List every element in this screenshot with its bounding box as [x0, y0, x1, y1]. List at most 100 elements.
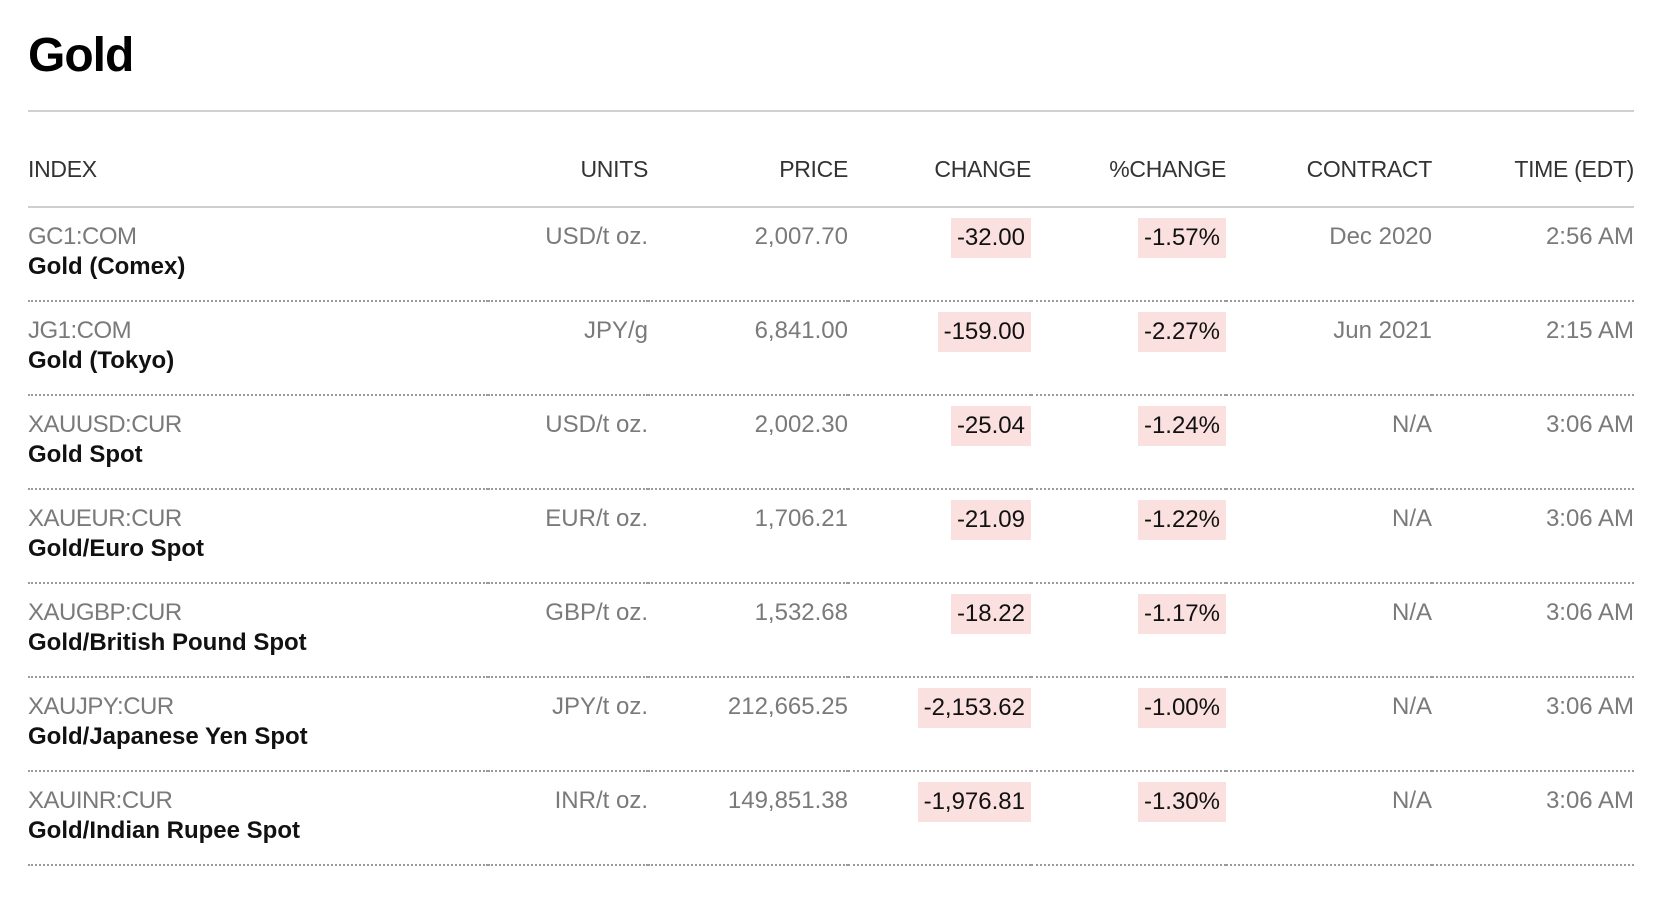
title-divider [28, 110, 1634, 112]
table-row[interactable]: JG1:COM Gold (Tokyo) JPY/g 6,841.00 -159… [28, 301, 1634, 396]
ticker-symbol[interactable]: XAUEUR:CUR [28, 505, 182, 532]
change-value: -2,153.62 [917, 688, 1031, 728]
column-header-price[interactable]: PRICE [648, 140, 848, 208]
price-cell: 6,841.00 [648, 301, 848, 396]
units-cell: GBP/t oz. [488, 583, 648, 678]
contract-cell: N/A [1226, 489, 1432, 584]
price-value: 6,841.00 [754, 317, 848, 344]
security-name[interactable]: Gold/British Pound Spot [28, 629, 307, 656]
change-value: -159.00 [937, 312, 1031, 352]
pct-change-value: -1.00% [1137, 688, 1226, 728]
index-cell[interactable]: XAUUSD:CUR Gold Spot [28, 395, 488, 490]
column-header-units[interactable]: UNITS [488, 140, 648, 208]
security-name[interactable]: Gold/Indian Rupee Spot [28, 817, 300, 844]
change-value: -1,976.81 [917, 782, 1031, 822]
price-cell: 149,851.38 [648, 771, 848, 866]
contract-cell: N/A [1226, 583, 1432, 678]
time-cell: 3:06 AM [1432, 677, 1634, 772]
price-value: 212,665.25 [727, 693, 848, 720]
table-row[interactable]: XAUINR:CUR Gold/Indian Rupee Spot INR/t … [28, 771, 1634, 866]
price-value: 2,002.30 [754, 411, 848, 438]
contract-cell: Dec 2020 [1226, 207, 1432, 302]
page-title: Gold [28, 29, 134, 82]
time-value: 3:06 AM [1545, 505, 1634, 532]
ticker-symbol[interactable]: XAUUSD:CUR [28, 411, 182, 438]
price-value: 1,706.21 [754, 505, 848, 532]
index-cell[interactable]: GC1:COM Gold (Comex) [28, 207, 488, 302]
change-cell: -25.04 [848, 395, 1031, 490]
index-cell[interactable]: XAUINR:CUR Gold/Indian Rupee Spot [28, 771, 488, 866]
units-cell: EUR/t oz. [488, 489, 648, 584]
security-name[interactable]: Gold/Japanese Yen Spot [28, 723, 308, 750]
security-name[interactable]: Gold/Euro Spot [28, 535, 204, 562]
units-value: JPY/t oz. [551, 693, 648, 720]
pct-change-cell: -1.30% [1031, 771, 1226, 866]
change-cell: -2,153.62 [848, 677, 1031, 772]
units-cell: INR/t oz. [488, 771, 648, 866]
gold-index-table: INDEX UNITS PRICE CHANGE %CHANGE CONTRAC… [28, 140, 1634, 866]
security-name[interactable]: Gold Spot [28, 441, 143, 468]
units-value: GBP/t oz. [545, 599, 648, 626]
change-cell: -18.22 [848, 583, 1031, 678]
time-value: 3:06 AM [1545, 787, 1634, 814]
price-cell: 1,532.68 [648, 583, 848, 678]
price-cell: 212,665.25 [648, 677, 848, 772]
time-cell: 3:06 AM [1432, 489, 1634, 584]
units-value: USD/t oz. [545, 223, 648, 250]
time-cell: 3:06 AM [1432, 771, 1634, 866]
ticker-symbol[interactable]: JG1:COM [28, 317, 132, 344]
ticker-symbol[interactable]: XAUINR:CUR [28, 787, 173, 814]
units-value: EUR/t oz. [545, 505, 648, 532]
column-header-change[interactable]: CHANGE [848, 140, 1031, 208]
column-header-pct-change[interactable]: %CHANGE [1031, 140, 1226, 208]
ticker-symbol[interactable]: XAUJPY:CUR [28, 693, 174, 720]
contract-cell: N/A [1226, 677, 1432, 772]
table-row[interactable]: XAUGBP:CUR Gold/British Pound Spot GBP/t… [28, 583, 1634, 678]
table-row[interactable]: GC1:COM Gold (Comex) USD/t oz. 2,007.70 … [28, 207, 1634, 302]
index-cell[interactable]: XAUEUR:CUR Gold/Euro Spot [28, 489, 488, 584]
time-cell: 3:06 AM [1432, 395, 1634, 490]
time-value: 3:06 AM [1545, 599, 1634, 626]
units-value: INR/t oz. [554, 787, 648, 814]
column-header-contract[interactable]: CONTRACT [1226, 140, 1432, 208]
pct-change-cell: -1.00% [1031, 677, 1226, 772]
time-cell: 2:15 AM [1432, 301, 1634, 396]
index-cell[interactable]: XAUGBP:CUR Gold/British Pound Spot [28, 583, 488, 678]
time-value: 2:15 AM [1545, 317, 1634, 344]
table-row[interactable]: XAUUSD:CUR Gold Spot USD/t oz. 2,002.30 … [28, 395, 1634, 490]
change-value: -18.22 [950, 594, 1031, 634]
pct-change-value: -1.57% [1137, 218, 1226, 258]
column-header-index[interactable]: INDEX [28, 140, 488, 208]
table-header-row: INDEX UNITS PRICE CHANGE %CHANGE CONTRAC… [28, 140, 1634, 208]
change-cell: -159.00 [848, 301, 1031, 396]
index-cell[interactable]: XAUJPY:CUR Gold/Japanese Yen Spot [28, 677, 488, 772]
ticker-symbol[interactable]: XAUGBP:CUR [28, 599, 182, 626]
price-value: 149,851.38 [727, 787, 848, 814]
change-value: -21.09 [950, 500, 1031, 540]
change-cell: -32.00 [848, 207, 1031, 302]
contract-value: Jun 2021 [1333, 317, 1432, 344]
column-header-time[interactable]: TIME (EDT) [1432, 140, 1634, 208]
contract-value: N/A [1391, 411, 1432, 438]
contract-cell: N/A [1226, 395, 1432, 490]
contract-cell: N/A [1226, 771, 1432, 866]
security-name[interactable]: Gold (Comex) [28, 253, 186, 280]
security-name[interactable]: Gold (Tokyo) [28, 347, 175, 374]
pct-change-value: -1.22% [1137, 500, 1226, 540]
change-value: -32.00 [950, 218, 1031, 258]
pct-change-value: -1.17% [1137, 594, 1226, 634]
pct-change-cell: -1.17% [1031, 583, 1226, 678]
table-row[interactable]: XAUEUR:CUR Gold/Euro Spot EUR/t oz. 1,70… [28, 489, 1634, 584]
price-value: 1,532.68 [754, 599, 848, 626]
change-cell: -1,976.81 [848, 771, 1031, 866]
price-value: 2,007.70 [754, 223, 848, 250]
ticker-symbol[interactable]: GC1:COM [28, 223, 137, 250]
time-value: 2:56 AM [1545, 223, 1634, 250]
contract-value: N/A [1391, 505, 1432, 532]
change-cell: -21.09 [848, 489, 1031, 584]
price-cell: 2,002.30 [648, 395, 848, 490]
table-row[interactable]: XAUJPY:CUR Gold/Japanese Yen Spot JPY/t … [28, 677, 1634, 772]
price-cell: 1,706.21 [648, 489, 848, 584]
units-value: JPY/g [583, 317, 648, 344]
index-cell[interactable]: JG1:COM Gold (Tokyo) [28, 301, 488, 396]
